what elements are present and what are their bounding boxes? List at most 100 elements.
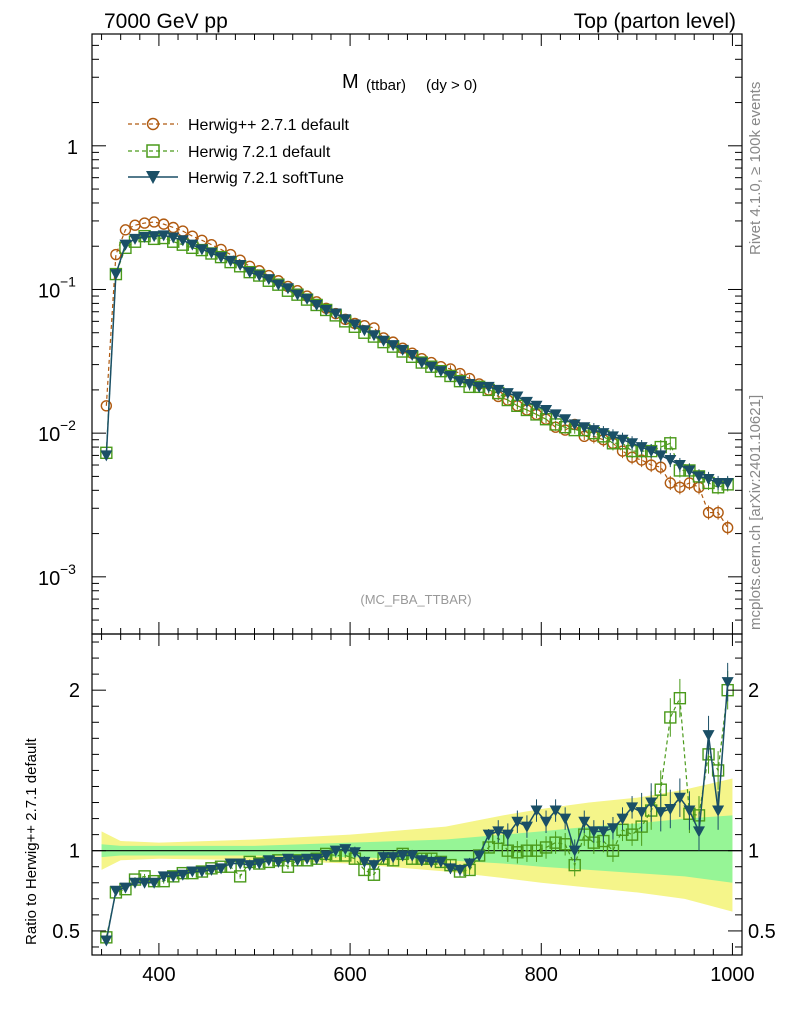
- marker-triangle: [712, 805, 725, 817]
- marker-triangle: [215, 863, 228, 875]
- marker-triangle: [157, 871, 170, 883]
- marker-triangle: [540, 816, 553, 828]
- marker-triangle: [434, 366, 447, 378]
- marker-triangle: [616, 813, 629, 825]
- marker-triangle: [301, 853, 314, 865]
- y-tick-label: 10: [38, 424, 60, 446]
- marker-triangle: [626, 802, 639, 814]
- marker-triangle: [367, 330, 380, 342]
- legend-entry-herwigpp: Herwig++ 2.7.1 default: [128, 117, 350, 134]
- marker-triangle: [597, 428, 610, 440]
- marker-triangle: [234, 260, 247, 272]
- marker-triangle: [492, 384, 505, 396]
- legend-label-herwig721-softtune: Herwig 7.2.1 softTune: [188, 170, 344, 187]
- marker-triangle: [138, 231, 151, 243]
- marker-triangle: [387, 340, 400, 352]
- ratio-y-tick-label-right: 2: [748, 680, 759, 702]
- marker-square: [549, 836, 562, 849]
- marker-triangle: [176, 869, 189, 881]
- ratio-y-tick-label: 0.5: [52, 921, 80, 943]
- marker-triangle: [109, 269, 122, 281]
- marker-triangle: [597, 826, 610, 838]
- marker-triangle: [167, 232, 180, 244]
- marker-triangle: [109, 885, 122, 897]
- marker-triangle: [205, 247, 218, 259]
- marker-triangle: [301, 293, 314, 305]
- marker-triangle: [635, 442, 648, 454]
- marker-square: [673, 692, 687, 705]
- y-tick-exponent: −3: [60, 561, 76, 577]
- marker-triangle: [348, 319, 361, 331]
- marker-circle: [167, 221, 179, 234]
- marker-circle: [674, 481, 686, 493]
- marker-triangle: [482, 829, 495, 841]
- marker-triangle: [310, 853, 323, 865]
- legend-label-herwigpp: Herwig++ 2.7.1 default: [188, 117, 350, 134]
- analysis-tag: (MC_FBA_TTBAR): [360, 592, 471, 607]
- ratio-y-tick-label: 1: [69, 841, 80, 863]
- marker-triangle: [520, 396, 533, 408]
- ratio-series-layer: [100, 662, 734, 947]
- marker-square: [520, 844, 534, 857]
- marker-triangle: [568, 845, 581, 857]
- marker-triangle: [262, 855, 275, 867]
- marker-triangle: [320, 304, 333, 316]
- marker-square: [558, 838, 572, 851]
- plot-title-sub: (ttbar): [366, 77, 406, 94]
- marker-triangle: [692, 826, 705, 838]
- marker-triangle: [387, 852, 400, 864]
- marker-triangle: [310, 299, 323, 311]
- legend-marker-triangle: [146, 171, 160, 184]
- marker-triangle: [119, 882, 132, 894]
- marker-triangle: [215, 252, 228, 264]
- marker-triangle: [253, 858, 266, 870]
- marker-triangle: [501, 829, 514, 841]
- marker-triangle: [540, 404, 553, 416]
- marker-square: [606, 844, 620, 857]
- marker-triangle: [444, 863, 457, 875]
- marker-circle: [119, 224, 132, 236]
- marker-triangle: [454, 864, 467, 876]
- marker-square: [625, 828, 639, 841]
- marker-triangle: [148, 877, 161, 889]
- marker-triangle: [549, 409, 562, 421]
- marker-triangle: [406, 349, 419, 361]
- marker-circle: [712, 506, 724, 519]
- marker-circle: [100, 400, 113, 412]
- marker-triangle: [415, 855, 428, 867]
- series-ratio-herwig-721-softtune: [100, 662, 734, 947]
- marker-triangle: [559, 414, 572, 426]
- marker-triangle: [358, 856, 371, 868]
- marker-triangle: [205, 864, 218, 876]
- marker-triangle: [129, 877, 142, 889]
- mcplots-label: mcplots.cern.ch [arXiv:2401.10621]: [747, 395, 764, 630]
- x-tick-label: 400: [142, 964, 175, 986]
- legend-entry-herwig721-default: Herwig 7.2.1 default: [128, 144, 331, 161]
- series-herwig-721-softtune: [100, 230, 734, 491]
- x-tick-label: 1000: [710, 964, 755, 986]
- marker-triangle: [406, 850, 419, 862]
- marker-triangle: [377, 852, 390, 864]
- y-tick-label: 10: [38, 280, 60, 302]
- x-tick-label: 600: [333, 964, 366, 986]
- ratio-y-tick-label-right: 1: [748, 841, 759, 863]
- marker-triangle: [712, 477, 725, 489]
- marker-square: [664, 437, 677, 450]
- marker-triangle: [463, 378, 476, 390]
- marker-triangle: [482, 381, 495, 393]
- marker-triangle: [129, 233, 142, 245]
- ratio-y-tick-label-right: 0.5: [748, 921, 776, 943]
- ratio-y-tick-label: 2: [69, 680, 80, 702]
- marker-triangle: [291, 855, 304, 867]
- marker-triangle: [272, 279, 285, 291]
- marker-triangle: [444, 370, 457, 382]
- marker-circle: [721, 521, 734, 534]
- marker-triangle: [234, 858, 247, 870]
- process-label: Top (parton level): [574, 10, 736, 33]
- main-series-layer: [100, 216, 734, 535]
- energy-label: 7000 GeV pp: [104, 10, 228, 33]
- marker-triangle: [138, 877, 151, 889]
- marker-triangle: [167, 871, 180, 883]
- marker-triangle: [100, 450, 113, 462]
- marker-triangle: [664, 455, 677, 467]
